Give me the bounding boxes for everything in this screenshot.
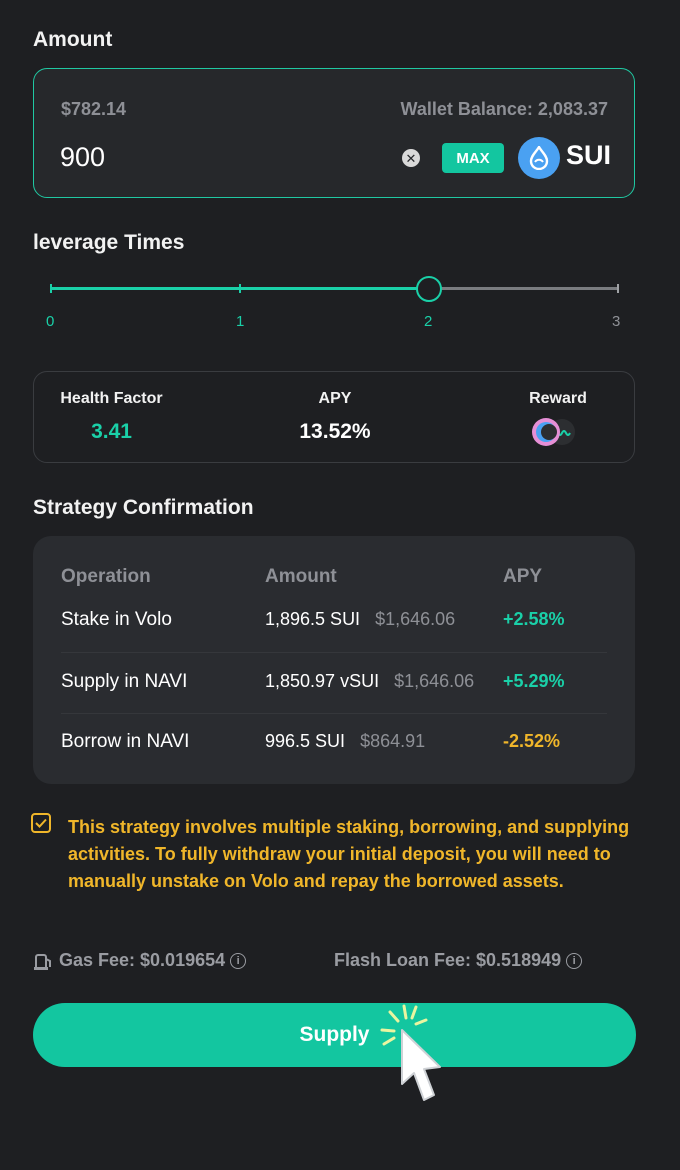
strategy-title: Strategy Confirmation: [33, 496, 254, 519]
info-icon[interactable]: i: [230, 953, 247, 970]
apy-cell: +5.29%: [503, 671, 565, 691]
table-row: Stake in Volo 1,896.5 SUI $1,646.06 +2.5…: [33, 606, 635, 636]
usd-value: $782.14: [61, 99, 127, 119]
operation-cell: Supply in NAVI: [61, 671, 188, 692]
gas-icon: [33, 952, 53, 977]
confirm-checkbox[interactable]: [31, 813, 51, 833]
operation-cell: Stake in Volo: [61, 609, 172, 630]
operation-cell: Borrow in NAVI: [61, 731, 190, 752]
gas-fee-text: Gas Fee: $0.019654: [59, 950, 226, 970]
amount-value: 1,896.5 SUI: [265, 609, 361, 629]
leverage-title: leverage Times: [33, 231, 185, 254]
tick-label: 2: [424, 313, 433, 330]
apy-label: APY: [318, 390, 352, 407]
amount-cell: 1,850.97 vSUI $1,646.06: [265, 671, 474, 692]
slider-tick: [617, 284, 619, 293]
strategy-table: Operation Amount APY Stake in Volo 1,896…: [33, 536, 635, 784]
wallet-balance: Wallet Balance: 2,083.37: [400, 99, 608, 119]
amount-title: Amount: [33, 28, 113, 51]
leverage-slider[interactable]: 0 1 2 3: [0, 0, 680, 340]
amount-value: 1,850.97 vSUI: [265, 671, 380, 691]
row-divider: [61, 652, 607, 653]
amount-value: 996.5 SUI: [265, 731, 346, 751]
amount-input[interactable]: [60, 139, 360, 175]
tick-label: 1: [236, 313, 245, 330]
clear-icon[interactable]: ✕: [402, 149, 420, 167]
health-factor-value: 3.41: [91, 420, 132, 443]
reward-label: Reward: [529, 390, 587, 407]
usd-value: $1,646.06: [394, 671, 475, 691]
token-symbol: SUI: [566, 140, 612, 170]
slider-tick: [50, 284, 52, 293]
amount-cell: 1,896.5 SUI $1,646.06: [265, 609, 455, 630]
apy-cell: +2.58%: [503, 609, 565, 629]
amount-cell: 996.5 SUI $864.91: [265, 731, 425, 752]
check-icon: [35, 818, 47, 828]
tick-label: 3: [612, 313, 621, 330]
health-factor-label: Health Factor: [60, 390, 163, 407]
header-amount: Amount: [265, 566, 337, 587]
tick-label: 0: [46, 313, 55, 330]
sui-token-icon: [518, 137, 560, 179]
slider-handle[interactable]: [416, 276, 442, 302]
amount-box: $782.14 Wallet Balance: 2,083.37 ✕ MAX S…: [33, 68, 635, 198]
table-row: Borrow in NAVI 996.5 SUI $864.91 -2.52%: [33, 728, 635, 758]
header-operation: Operation: [61, 566, 151, 587]
slider-tick: [239, 284, 241, 293]
max-button[interactable]: MAX: [442, 143, 504, 173]
warning-text: This strategy involves multiple staking,…: [68, 817, 630, 891]
pointer-cursor-icon: [376, 1004, 456, 1113]
gas-fee: Gas Fee: $0.019654 i: [59, 950, 247, 971]
stats-box: Health Factor 3.41 APY 13.52% Reward: [33, 371, 635, 463]
usd-value: $1,646.06: [375, 609, 456, 629]
reward-icons: [530, 416, 580, 448]
apy-cell: -2.52%: [503, 731, 561, 751]
table-row: Supply in NAVI 1,850.97 vSUI $1,646.06 +…: [33, 668, 635, 698]
flash-loan-fee-text: Flash Loan Fee: $0.518949: [334, 950, 562, 970]
apy-value: 13.52%: [299, 420, 371, 443]
usd-value: $864.91: [360, 731, 426, 751]
row-divider: [61, 713, 607, 714]
info-icon[interactable]: i: [566, 953, 583, 970]
supply-button[interactable]: Supply: [33, 1003, 636, 1067]
slider-track-empty: [428, 287, 618, 290]
header-apy: APY: [503, 566, 543, 587]
flash-loan-fee: Flash Loan Fee: $0.518949 i: [334, 950, 583, 971]
